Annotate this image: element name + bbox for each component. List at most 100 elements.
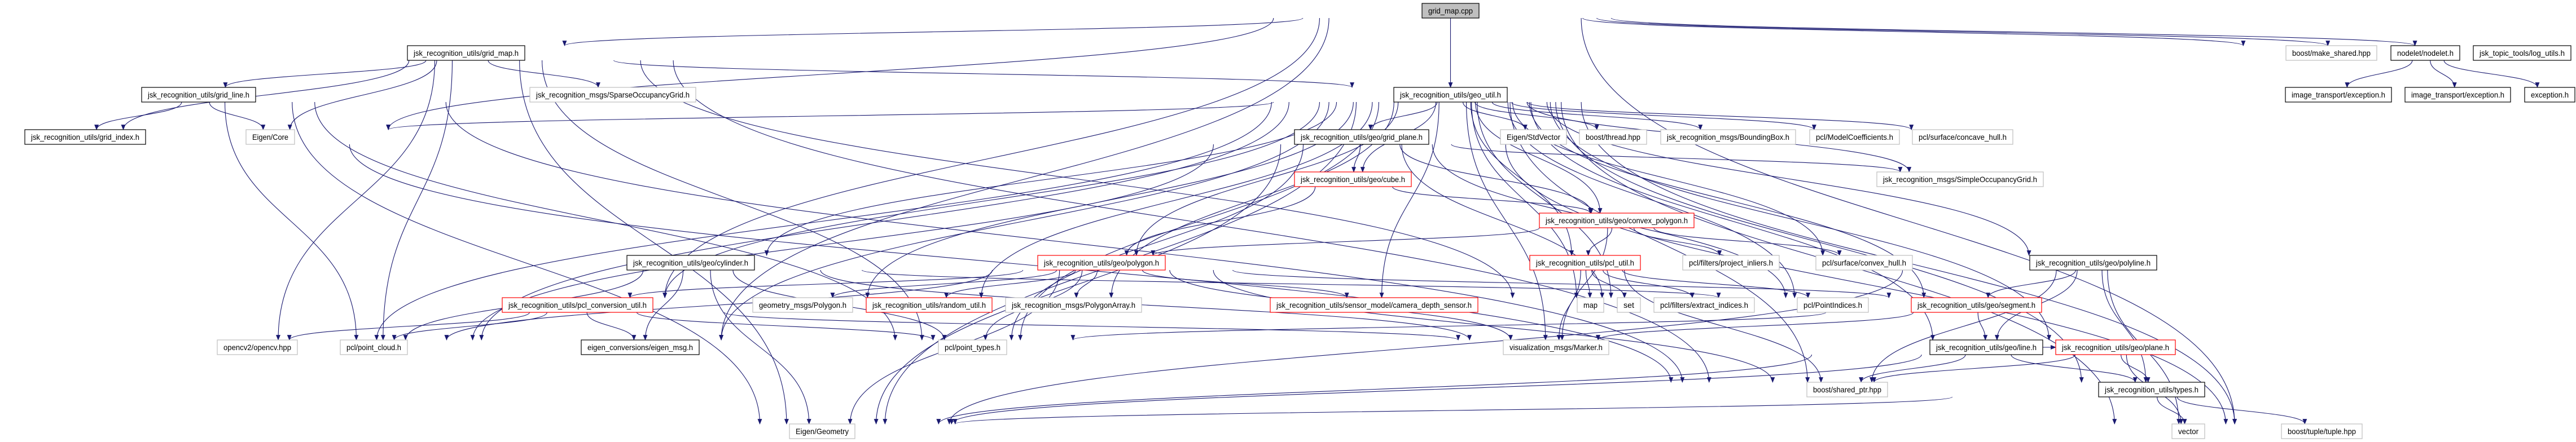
node-eigen-msg[interactable]: eigen_conversions/eigen_msg.h (581, 339, 700, 355)
edge-grid_map_cpp-to-nodelet (1596, 17, 2330, 46)
node-grid-map-h[interactable]: jsk_recognition_utils/grid_map.h (407, 45, 525, 61)
node-point-cloud[interactable]: pcl/point_cloud.h (340, 339, 408, 355)
edge-geo_util-to-point_cloud (479, 101, 1289, 341)
node-polygon[interactable]: jsk_recognition_utils/geo/polygon.h (1037, 255, 1166, 271)
node-label: pcl/surface/convex_hull.h (1822, 258, 1906, 267)
node-box (1911, 297, 2042, 313)
node-random-util[interactable]: jsk_recognition_utils/random_util.h (866, 297, 993, 313)
node-point-indices[interactable]: pcl/PointIndices.h (1797, 297, 1869, 313)
edge-nodelet-to-it_exc1 (2345, 60, 2413, 88)
node-project-inliers[interactable]: pcl/filters/project_inliers.h (1682, 255, 1780, 271)
node-segment[interactable]: jsk_recognition_utils/geo/segment.h (1911, 297, 2042, 313)
node-eigen-geometry[interactable]: Eigen/Geometry (789, 423, 855, 439)
node-label: jsk_recognition_utils/geo/convex_polygon… (1545, 216, 1688, 225)
node-pcl-conv[interactable]: jsk_recognition_utils/pcl_conversion_uti… (502, 297, 653, 313)
node-log-utils[interactable]: jsk_topic_tools/log_utils.h (2473, 45, 2571, 61)
edge-polygon-to-segment (1232, 269, 1891, 298)
edge-grid_map_h-to-point_cloud (380, 60, 453, 341)
node-label: jsk_recognition_utils/geo_util.h (1399, 90, 1501, 99)
node-box (2098, 382, 2205, 397)
node-cube[interactable]: jsk_recognition_utils/geo/cube.h (1294, 171, 1412, 187)
node-extract-indices[interactable]: pcl/filters/extract_indices.h (1653, 297, 1755, 313)
edges-layer (94, 17, 2540, 425)
node-label: jsk_recognition_utils/types.h (2104, 385, 2198, 394)
edge-pcl_util-to-extract_indices (1603, 269, 1695, 298)
node-label: opencv2/opencv.hpp (223, 343, 291, 352)
edge-pcl_util-to-marker (1556, 269, 1581, 341)
edge-geo_util-to-cylinder (764, 101, 1337, 256)
node-vector[interactable]: vector (2171, 423, 2205, 439)
node-box (2029, 255, 2157, 271)
node-geo-util[interactable]: jsk_recognition_utils/geo_util.h (1393, 87, 1508, 103)
node-box (1797, 297, 1869, 313)
edge-polygon-to-polygon_array (1074, 269, 1098, 298)
node-box (529, 87, 696, 103)
node-point-types[interactable]: pcl/point_types.h (938, 339, 1007, 355)
edge-plane-to-eigen_geometry (949, 354, 1922, 425)
edge-pcl_util-to-set (1591, 269, 1627, 298)
node-make-shared[interactable]: boost/make_shared.hpp (2285, 45, 2377, 61)
node-map[interactable]: map (1577, 297, 1604, 313)
node-convex-polygon[interactable]: jsk_recognition_utils/geo/convex_polygon… (1539, 213, 1695, 228)
edge-polygon-to-pcl_conv (627, 269, 1024, 298)
edge-grid_plane-to-tuple (1505, 144, 2228, 425)
node-box (789, 423, 855, 439)
edge-polygon-to-point_cloud (444, 269, 993, 341)
node-plane[interactable]: jsk_recognition_utils/geo/plane.h (2055, 339, 2176, 355)
node-grid-map-cpp[interactable]: grid_map.cpp (1421, 3, 1480, 19)
edge-cylinder-to-point_indices (862, 269, 1721, 298)
node-box (1270, 297, 1478, 313)
edge-geo_util-to-eigen_core (386, 101, 1274, 130)
node-types[interactable]: jsk_recognition_utils/types.h (2098, 382, 2205, 397)
node-eigen-core[interactable]: Eigen/Core (245, 129, 295, 145)
node-sparse-grid[interactable]: jsk_recognition_msgs/SparseOccupancyGrid… (529, 87, 696, 103)
edge-pcl_util-to-map (1585, 269, 1592, 298)
node-modelcoef[interactable]: pcl/ModelCoefficients.h (1809, 129, 1900, 145)
edge-geo_util-to-shared_ptr (1509, 101, 1810, 383)
edge-grid_line-to-eigen_core (209, 101, 266, 130)
node-stdvector[interactable]: Eigen/StdVector (1500, 129, 1567, 145)
node-bbox[interactable]: jsk_recognition_msgs/BoundingBox.h (1660, 129, 1796, 145)
node-concave[interactable]: pcl/surface/concave_hull.h (1912, 129, 2013, 145)
node-marker[interactable]: visualization_msgs/Marker.h (1503, 339, 1609, 355)
node-box (1503, 339, 1609, 355)
node-geom-polygon[interactable]: geometry_msgs/Polygon.h (752, 297, 853, 313)
node-box (2390, 45, 2460, 61)
edge-segment-to-marker (1596, 312, 1914, 341)
node-box (1876, 171, 2044, 187)
node-cylinder[interactable]: jsk_recognition_utils/geo/cylinder.h (626, 255, 755, 271)
node-pcl-util[interactable]: jsk_recognition_utils/pcl_util.h (1529, 255, 1641, 271)
node-opencv[interactable]: opencv2/opencv.hpp (217, 339, 298, 355)
edge-geo_util-to-convex_hull (1512, 101, 1825, 256)
node-convex-hull[interactable]: pcl/surface/convex_hull.h (1815, 255, 1913, 271)
node-exception[interactable]: exception.h (2524, 87, 2575, 103)
node-grid-line[interactable]: jsk_recognition_utils/grid_line.h (141, 87, 256, 103)
node-polyline[interactable]: jsk_recognition_utils/geo/polyline.h (2029, 255, 2157, 271)
node-it-exc2[interactable]: image_transport/exception.h (2404, 87, 2511, 103)
node-label: visualization_msgs/Marker.h (1509, 343, 1603, 352)
node-box (407, 45, 525, 61)
node-polygon-array[interactable]: jsk_recognition_msgs/PolygonArray.h (1005, 297, 1142, 313)
node-box (502, 297, 653, 313)
edge-pcl_conv-to-point_types (636, 312, 936, 341)
edge-polyline-to-shared_ptr (1870, 269, 2057, 383)
node-box (1579, 129, 1647, 145)
node-nodelet[interactable]: nodelet/nodelet.h (2390, 45, 2460, 61)
edge-grid_map_cpp-to-eigen_msg (719, 17, 1329, 341)
node-tuple[interactable]: boost/tuple/tuple.hpp (2281, 423, 2363, 439)
node-it-exc1[interactable]: image_transport/exception.h (2285, 87, 2392, 103)
node-set[interactable]: set (1617, 297, 1641, 313)
edge-grid_index-to-shared_ptr (349, 144, 1674, 383)
edge-geo_util-to-camera_depth (1379, 101, 1440, 298)
node-simple-grid[interactable]: jsk_recognition_msgs/SimpleOccupancyGrid… (1876, 171, 2044, 187)
node-thread[interactable]: boost/thread.hpp (1579, 129, 1647, 145)
edge-cylinder-to-eigen_geometry (710, 269, 811, 425)
edge-types-to-vector (2157, 396, 2187, 425)
edge-grid_map_h-to-eigen_core (287, 60, 437, 130)
node-line[interactable]: jsk_recognition_utils/geo/line.h (1929, 339, 2043, 355)
node-shared-ptr[interactable]: boost/shared_ptr.hpp (1806, 382, 1888, 397)
node-grid-index[interactable]: jsk_recognition_utils/grid_index.h (24, 129, 146, 145)
node-label: pcl/point_cloud.h (346, 343, 401, 352)
node-camera-depth[interactable]: jsk_recognition_utils/sensor_model/camer… (1270, 297, 1478, 313)
node-grid-plane[interactable]: jsk_recognition_utils/geo/grid_plane.h (1294, 129, 1429, 145)
